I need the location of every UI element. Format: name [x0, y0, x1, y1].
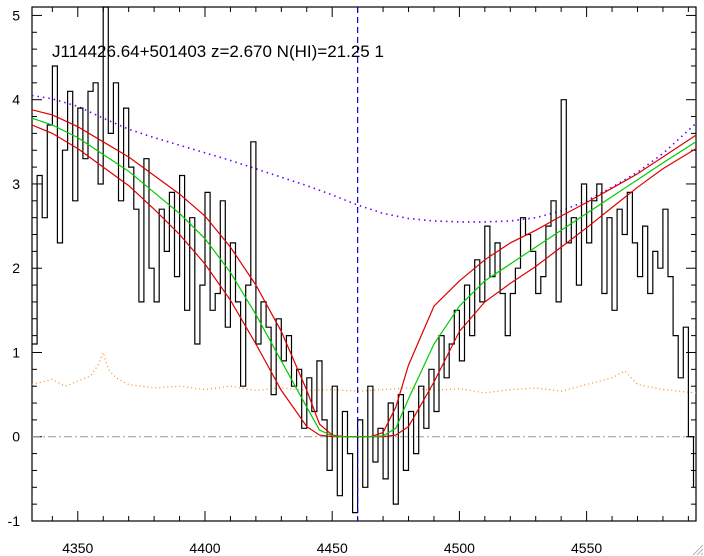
fit-upper-series — [31, 109, 697, 438]
series-layer — [31, 6, 697, 521]
x-tick-label: 4400 — [189, 540, 220, 556]
x-tick-label: 4350 — [62, 540, 93, 556]
tick-labels: 4350 4400 4450 4500 4550 -1 0 1 2 3 4 5 — [8, 7, 603, 556]
y-tick-label: 1 — [12, 344, 20, 360]
x-tick-label: 4450 — [317, 540, 348, 556]
y-tick-label: 5 — [12, 7, 20, 23]
axis-ticks — [32, 7, 696, 522]
y-tick-label: 0 — [12, 429, 20, 445]
fit-series — [31, 117, 697, 438]
plot-frame — [31, 6, 697, 522]
x-tick-label: 4500 — [444, 540, 475, 556]
resize-grip-icon[interactable] — [690, 542, 704, 556]
y-tick-label: -1 — [8, 513, 21, 529]
y-tick-label: 2 — [12, 260, 20, 276]
y-tick-label: 3 — [12, 176, 20, 192]
error-series — [31, 350, 697, 394]
x-tick-label: 4550 — [571, 540, 602, 556]
fit-lower-series — [31, 124, 697, 438]
y-tick-label: 4 — [12, 92, 20, 108]
chart-title: J114426.64+501403 z=2.670 N(HI)=21.25 1 — [52, 42, 384, 61]
flux-series — [32, 6, 695, 514]
